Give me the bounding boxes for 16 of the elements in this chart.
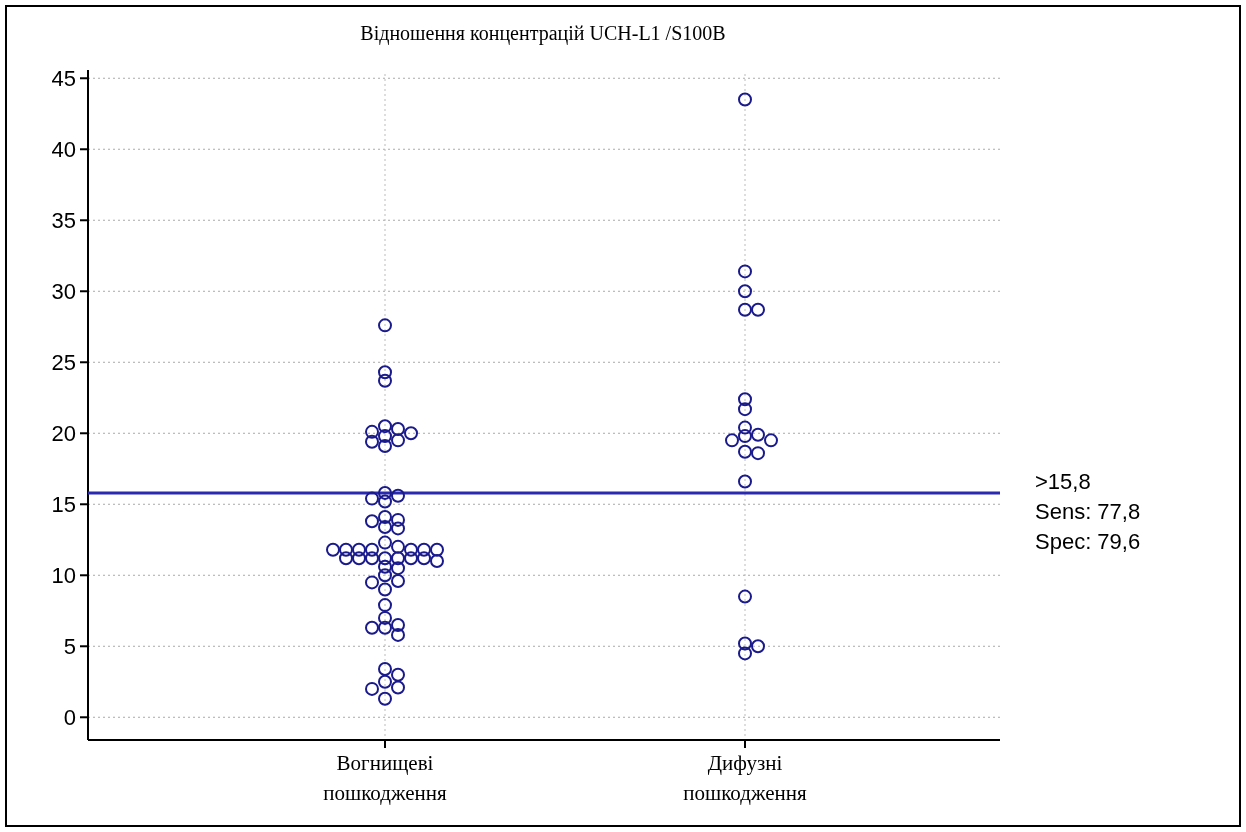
y-tick-label: 15 — [51, 491, 76, 517]
y-tick-label: 5 — [63, 633, 76, 659]
y-tick-label: 0 — [63, 704, 76, 730]
y-tick-label: 30 — [51, 278, 76, 304]
chart-title: Відношення концентрацій UCH-L1 /S100B — [360, 22, 726, 45]
y-tick-label: 20 — [51, 420, 76, 446]
text: Spec: 79,6 — [1035, 528, 1141, 554]
x-tick-label: Вогнищеві пошкодження — [323, 751, 447, 805]
y-tick-label: 45 — [51, 65, 76, 91]
ref-line-label: >15,8 — [1035, 468, 1091, 494]
x-tick-label: Дифузні пошкодження — [683, 751, 807, 805]
text: Sens: 77,8 — [1035, 498, 1141, 524]
y-tick-label: 40 — [51, 136, 76, 162]
y-tick-label: 25 — [51, 349, 76, 375]
y-tick-label: 10 — [51, 562, 76, 588]
y-tick-label: 35 — [51, 207, 76, 233]
